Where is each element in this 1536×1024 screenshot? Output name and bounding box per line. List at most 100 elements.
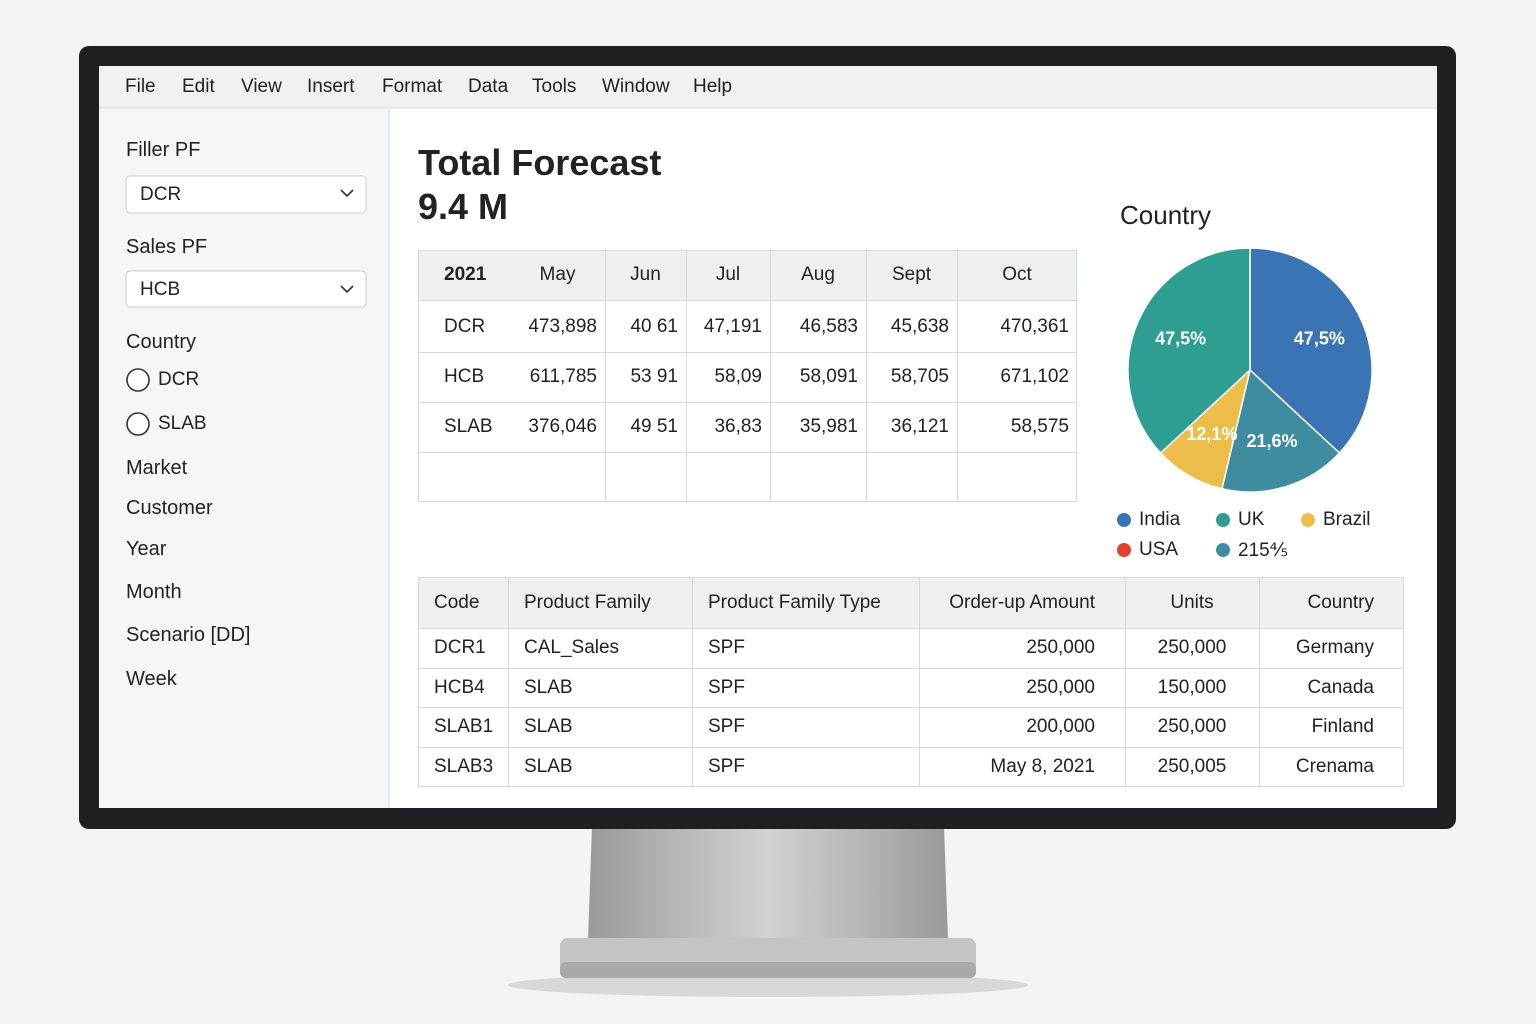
table-cell: Canada (1307, 676, 1374, 698)
col-line (508, 577, 509, 787)
table-cell: 473,898 (528, 316, 597, 337)
table-cell: 150,000 (1157, 676, 1227, 698)
table-cell: Country (1307, 591, 1374, 613)
table-cell: 45,638 (890, 316, 949, 337)
table-cell: 2021 (444, 264, 487, 285)
table-cell: 35,981 (799, 416, 858, 437)
summary-value: 9.4 M (418, 186, 509, 227)
col-line (692, 577, 693, 787)
table-cell: 470,361 (1000, 316, 1069, 337)
table-cell: SPF (708, 756, 745, 777)
table-header-bg (418, 250, 1077, 300)
table-cell: 58,705 (890, 366, 949, 387)
menu-item[interactable]: Insert (307, 76, 355, 97)
table-cell: May 8, 2021 (990, 756, 1095, 777)
table-cell: CAL_Sales (524, 637, 620, 658)
col-line (605, 250, 606, 502)
pie-slice (1127, 247, 1251, 455)
table-cell: SLAB (444, 416, 493, 437)
legend-label: Brazil (1323, 509, 1371, 530)
menu-item[interactable]: Data (468, 76, 509, 97)
dropdown-value[interactable]: HCB (140, 279, 181, 300)
row-line (418, 668, 1404, 669)
row-line (418, 402, 1077, 403)
col-line (866, 250, 867, 502)
filter-label: Sales PF (126, 236, 208, 258)
table-cell: DCR (444, 316, 486, 337)
table-cell: Finland (1311, 716, 1374, 737)
row-line (418, 352, 1077, 353)
legend-label: UK (1238, 509, 1265, 530)
table-cell: Product Family Type (708, 591, 881, 613)
col-line (686, 250, 687, 502)
menu-item[interactable]: Help (693, 76, 733, 97)
legend-dot (1216, 543, 1230, 557)
chart-title: Country (1120, 200, 1212, 230)
table-cell: Product Family (524, 591, 651, 613)
radio-option[interactable]: SLAB (158, 413, 207, 434)
table-header-bg (418, 577, 1404, 628)
table-cell: 46,583 (799, 316, 858, 337)
sidebar-link[interactable]: Week (126, 668, 177, 690)
sidebar-link[interactable]: Customer (126, 497, 213, 519)
table-cell: 250,000 (1157, 637, 1227, 658)
table-cell: SLAB1 (434, 716, 494, 737)
dropdown-value[interactable]: DCR (140, 184, 182, 205)
col-line (770, 250, 771, 502)
table-cell: Sept (891, 264, 932, 285)
table-cell: 47,191 (703, 316, 762, 337)
row-line (418, 628, 1404, 629)
sidebar-link[interactable]: Scenario [DD] (126, 624, 251, 646)
summary-title: Total Forecast (418, 142, 662, 183)
col-line (1259, 577, 1260, 787)
menu-item[interactable]: Edit (182, 76, 215, 97)
table-cell: Crenama (1295, 756, 1374, 777)
table-border (418, 250, 1077, 502)
table-cell: 58,575 (1010, 416, 1069, 437)
table-cell: 40 61 (630, 316, 678, 337)
table-cell: 58,09 (714, 366, 762, 387)
table-cell: SPF (708, 716, 745, 737)
table-cell: SLAB (524, 676, 573, 698)
row-line (418, 747, 1404, 748)
table-cell: Jun (630, 264, 661, 285)
menu-item[interactable]: File (125, 76, 156, 97)
legend-label: 215⅘ (1238, 540, 1289, 561)
table-cell: 671,102 (1000, 366, 1069, 387)
table-cell: 250,000 (1157, 716, 1227, 737)
table-cell: Germany (1295, 637, 1374, 658)
table-cell: 36,83 (714, 416, 762, 437)
filter-label: Country (126, 331, 197, 353)
radio-option[interactable]: DCR (158, 369, 200, 390)
col-line (919, 577, 920, 787)
table-cell: SPF (708, 676, 745, 698)
table-cell: Oct (1002, 264, 1032, 285)
table-cell: Order-up Amount (949, 591, 1095, 613)
table-cell: Aug (801, 264, 835, 285)
table-cell: SLAB (524, 716, 573, 737)
table-cell: 376,046 (528, 416, 597, 437)
menu-item[interactable]: Tools (532, 76, 577, 97)
table-cell: May (539, 264, 576, 285)
table-cell: 49 51 (630, 416, 678, 437)
sidebar-link[interactable]: Year (126, 538, 167, 560)
legend-label: India (1139, 509, 1181, 530)
pie-slice (1249, 247, 1373, 455)
legend-dot (1216, 513, 1230, 527)
pie-chart: 47,5% 21,6% 12,1% 47,5% (1127, 247, 1373, 493)
menu-item[interactable]: View (241, 76, 282, 97)
sidebar-link[interactable]: Market (126, 457, 188, 479)
sidebar-link[interactable]: Month (126, 581, 182, 603)
pie-slice (1221, 368, 1341, 493)
menu-item[interactable]: Window (602, 76, 670, 97)
slice-label: 12,1% (1186, 424, 1237, 444)
menu-item[interactable]: Format (382, 76, 443, 97)
table-cell: SPF (708, 637, 745, 658)
table-cell: 250,005 (1157, 756, 1227, 777)
table-cell: 250,000 (1026, 676, 1095, 698)
table-border (418, 577, 1404, 787)
table-cell: DCR1 (434, 637, 486, 658)
legend-dot (1117, 543, 1131, 557)
table-cell: SLAB3 (434, 756, 494, 777)
